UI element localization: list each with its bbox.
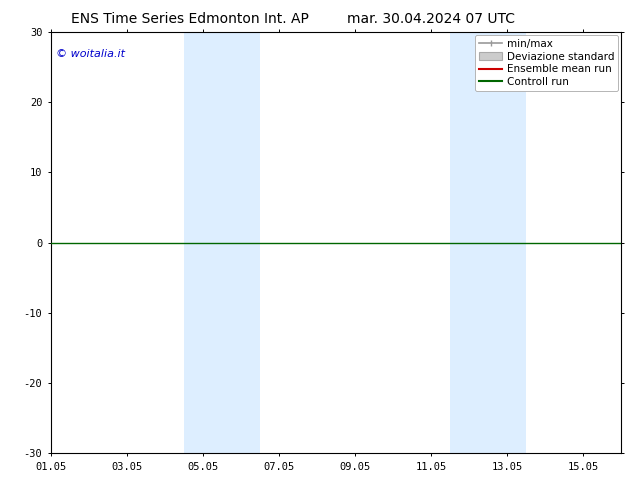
Text: mar. 30.04.2024 07 UTC: mar. 30.04.2024 07 UTC (347, 12, 515, 26)
Text: ENS Time Series Edmonton Int. AP: ENS Time Series Edmonton Int. AP (71, 12, 309, 26)
Bar (184, 32, 260, 453)
Legend: min/max, Deviazione standard, Ensemble mean run, Controll run: min/max, Deviazione standard, Ensemble m… (476, 35, 618, 91)
Text: © woitalia.it: © woitalia.it (56, 49, 126, 59)
Bar (450, 32, 526, 453)
